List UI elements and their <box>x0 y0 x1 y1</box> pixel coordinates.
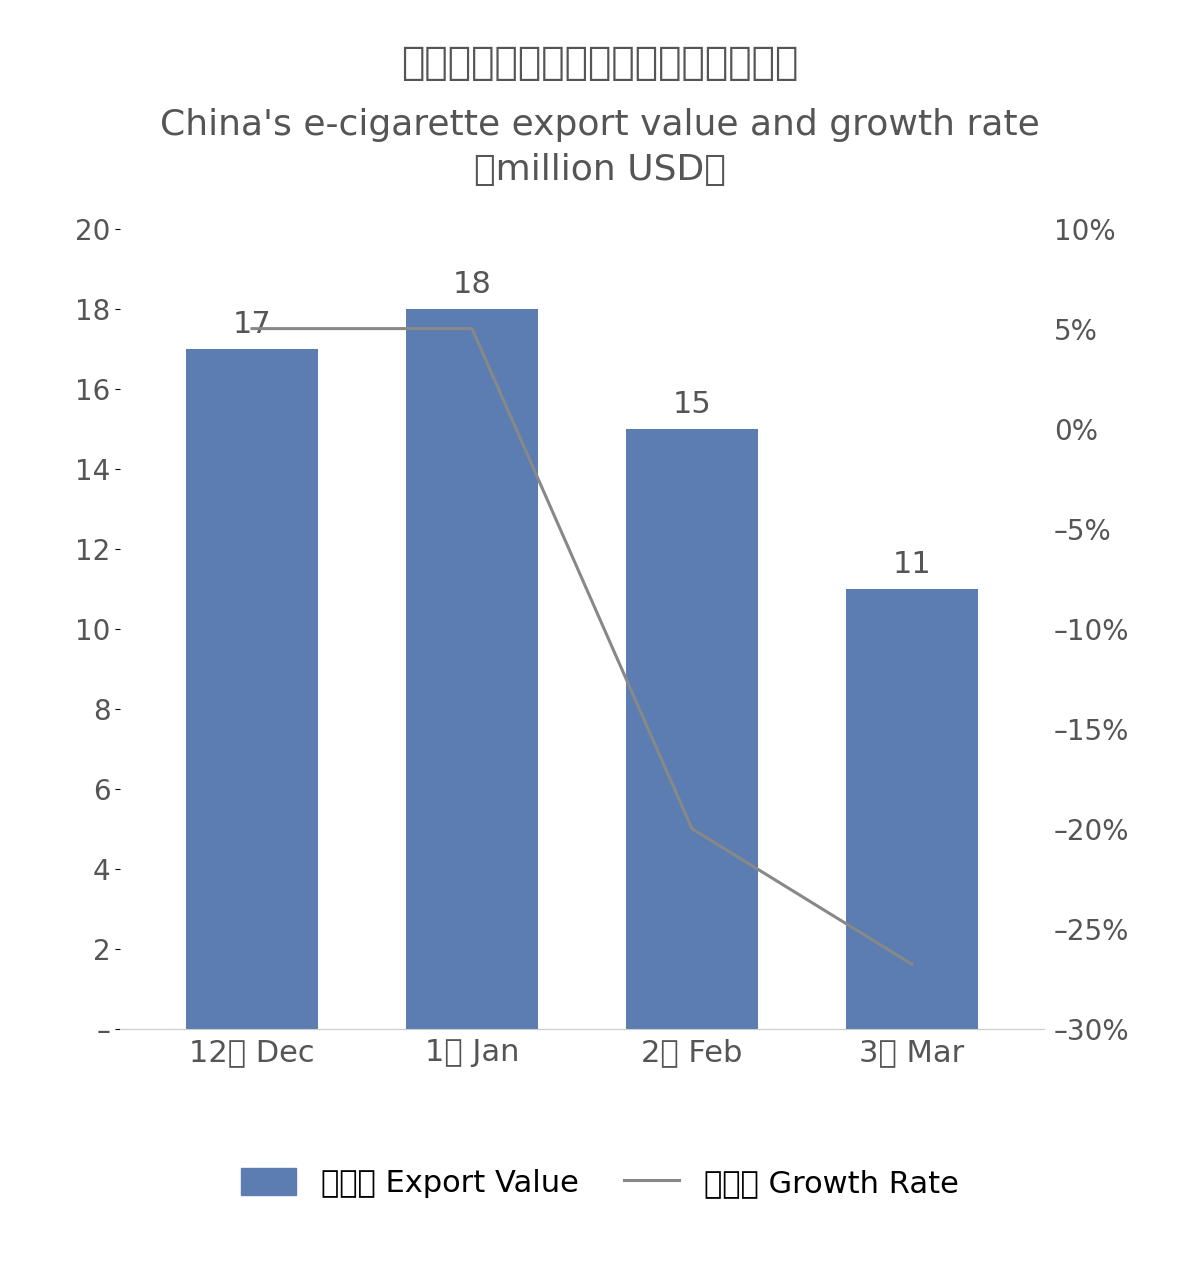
Bar <box>846 589 978 1029</box>
Text: 11: 11 <box>893 550 931 579</box>
Bar <box>626 429 758 1029</box>
Bar <box>406 309 538 1029</box>
Text: China's e-cigarette export value and growth rate
（million USD）: China's e-cigarette export value and gro… <box>160 108 1040 187</box>
Text: 17: 17 <box>233 310 271 339</box>
Text: 15: 15 <box>673 390 712 419</box>
Bar <box>186 348 318 1029</box>
Text: 中国电子烟出口额及增速（百万美元）: 中国电子烟出口额及增速（百万美元） <box>401 44 799 83</box>
Text: 18: 18 <box>452 269 492 298</box>
Legend: 出口额 Export Value, 增长率 Growth Rate: 出口额 Export Value, 增长率 Growth Rate <box>229 1156 971 1210</box>
